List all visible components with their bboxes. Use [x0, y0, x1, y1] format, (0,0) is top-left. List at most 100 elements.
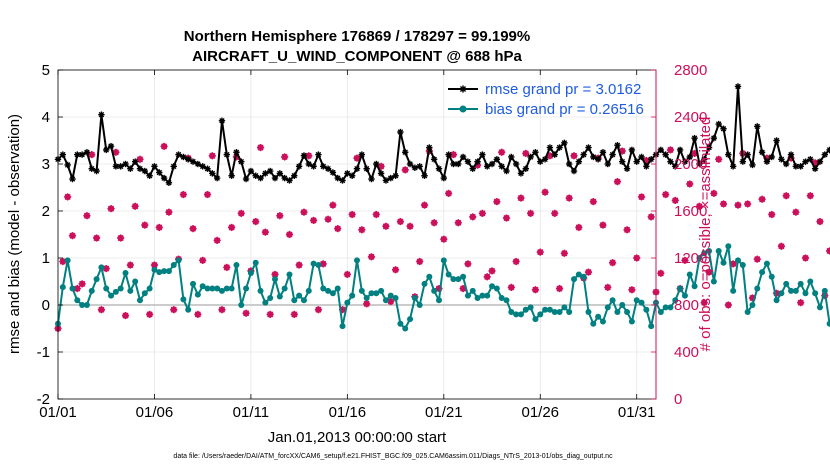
marker-core	[552, 152, 557, 157]
rmse-point	[387, 174, 394, 182]
obs-assimilated-point	[309, 216, 318, 224]
bias-point	[638, 299, 645, 306]
obs-assimilated-point	[363, 300, 371, 308]
rmse-point	[768, 153, 775, 161]
marker-core	[514, 162, 518, 166]
obs-assimilated-point	[420, 201, 429, 209]
marker-core	[427, 145, 432, 150]
rmse-point	[266, 167, 274, 175]
marker-core	[191, 159, 195, 164]
rmse-point	[127, 165, 134, 172]
marker-core	[798, 300, 803, 305]
marker-core	[716, 122, 721, 126]
rmse-point	[291, 172, 298, 179]
obs-assimilated-point	[102, 264, 110, 273]
rmse-point	[503, 167, 510, 175]
bias-point	[537, 311, 544, 318]
marker-core	[547, 153, 552, 158]
obs-assimilated-point	[560, 249, 568, 257]
marker-core	[557, 286, 562, 291]
marker-core	[268, 312, 273, 317]
bias-point	[493, 285, 500, 292]
bias-point	[739, 262, 746, 269]
marker-core	[138, 166, 142, 171]
marker-core	[379, 171, 383, 176]
marker-core	[712, 136, 716, 140]
obs-assimilated-point	[213, 236, 221, 244]
marker-core	[808, 157, 813, 162]
marker-core	[292, 173, 297, 178]
marker-core	[229, 225, 234, 230]
marker-core	[451, 162, 456, 166]
marker-core	[181, 155, 186, 159]
marker-core	[147, 173, 152, 178]
marker-core	[731, 164, 735, 169]
obs-assimilated-point	[469, 213, 477, 221]
marker-core	[307, 162, 311, 166]
rmse-point	[455, 160, 462, 168]
y-tick-label-right: 2000	[674, 156, 707, 173]
rmse-point	[667, 158, 674, 165]
rmse-point	[778, 156, 785, 163]
chart-title-line1: Northern Hemisphere 176869 / 178297 = 99…	[184, 28, 530, 45]
marker-core	[282, 154, 287, 159]
bias-point	[469, 287, 476, 294]
x-tick-label: 01/11	[233, 404, 269, 421]
rmse-point	[199, 163, 206, 170]
bias-point	[802, 290, 809, 297]
bias-point	[199, 283, 206, 290]
marker-core	[466, 159, 470, 164]
bias-point	[744, 309, 751, 316]
chart-title-line2: AIRCRAFT_U_WIND_COMPONENT @ 688 hPa	[192, 48, 522, 65]
marker-core	[499, 164, 504, 169]
marker-core	[803, 159, 808, 164]
bias-point	[768, 273, 775, 280]
bias-point	[122, 270, 129, 277]
obs-assimilated-point	[782, 192, 790, 200]
obs-assimilated-point	[744, 200, 752, 208]
rmse-point	[426, 144, 433, 151]
bias-point	[349, 292, 356, 299]
marker-core	[123, 313, 128, 318]
obs-assimilated-point	[290, 310, 298, 318]
marker-core	[128, 166, 133, 171]
rmse-point	[170, 163, 177, 170]
bias-point	[546, 306, 553, 313]
marker-core	[446, 152, 451, 157]
obs-assimilated-point	[700, 299, 708, 307]
rmse-point	[802, 158, 809, 165]
rmse-point	[397, 128, 404, 136]
rmse-point	[363, 165, 370, 172]
marker-core	[625, 166, 629, 171]
marker-core	[774, 138, 779, 143]
marker-core	[726, 303, 731, 307]
rmse-point	[701, 156, 708, 163]
obs-assimilated-point	[170, 306, 178, 314]
marker-core	[808, 193, 813, 198]
bias-point	[69, 285, 76, 292]
obs-assimilated-point	[464, 260, 472, 268]
marker-core	[224, 265, 229, 270]
marker-core	[461, 155, 465, 159]
rmse-point	[421, 172, 428, 179]
marker-core	[548, 145, 552, 150]
marker-core	[514, 259, 519, 264]
obs-assimilated-point	[189, 225, 197, 233]
marker-core	[615, 179, 620, 184]
marker-core	[277, 213, 282, 218]
marker-core	[181, 192, 186, 197]
marker-core	[171, 307, 176, 312]
obs-assimilated-point	[199, 256, 207, 264]
rmse-point	[435, 165, 443, 172]
marker-core	[244, 311, 249, 316]
bias-point	[194, 291, 201, 298]
marker-core	[210, 171, 215, 176]
rmse-point	[628, 146, 636, 154]
marker-core	[697, 204, 702, 209]
bias-point	[696, 255, 703, 261]
marker-core	[147, 312, 152, 317]
marker-core	[461, 87, 465, 91]
rmse-point	[705, 144, 713, 151]
bias-point	[378, 287, 385, 294]
obs-assimilated-point	[430, 219, 438, 227]
